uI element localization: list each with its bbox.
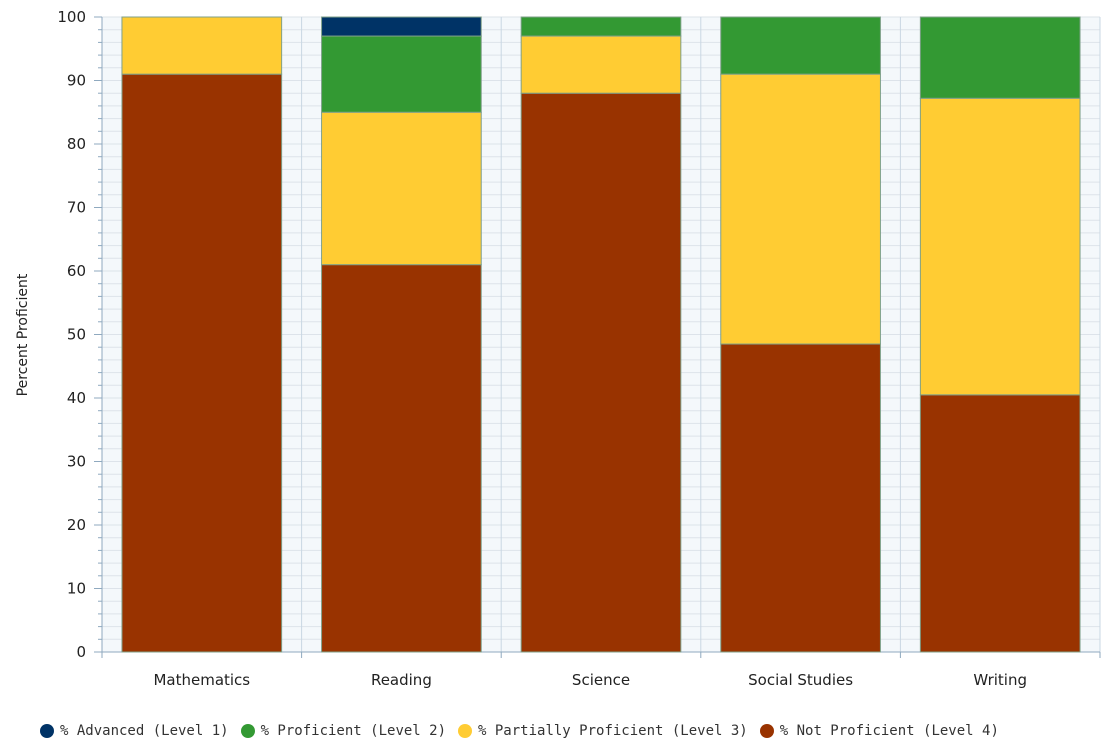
y-tick-label: 50 (67, 326, 86, 344)
bar-segment (720, 73, 881, 345)
y-tick-label: 70 (67, 199, 86, 217)
y-tick-label: 100 (57, 8, 86, 26)
y-tick-label: 0 (76, 643, 86, 661)
legend-label: % Proficient (Level 2) (260, 723, 447, 739)
legend-label: % Advanced (Level 1) (60, 723, 229, 739)
y-tick-label: 20 (67, 516, 86, 534)
x-category-label: Reading (371, 671, 432, 689)
bar-segment (121, 73, 283, 653)
bar-segment (919, 394, 1081, 653)
y-tick-label: 60 (67, 262, 86, 280)
bar-segment (520, 16, 682, 37)
y-tick-label: 90 (67, 72, 86, 90)
bar-segment (121, 16, 283, 75)
legend: % Advanced (Level 1) % Proficient (Level … (40, 720, 1011, 742)
bars (121, 16, 1081, 653)
legend-item: % Partially Proficient (Level 3) (458, 723, 748, 739)
chart-canvas: 0 10 20 30 40 50 60 70 80 90 100 Mathematics Readin… (15, 8, 1101, 689)
y-tick-label: 40 (67, 389, 86, 407)
legend-swatch (240, 724, 255, 738)
legend-swatch (40, 724, 54, 738)
legend-item: % Advanced (Level 1) (40, 723, 229, 739)
bar-segment (720, 343, 881, 653)
x-category-label: Writing (973, 671, 1027, 689)
y-tick-label: 30 (67, 453, 86, 471)
x-category-labels: Mathematics Reading Science Social Studies W… (153, 671, 1027, 689)
bar-segment (321, 16, 482, 37)
x-category-label: Mathematics (153, 671, 250, 689)
y-axis-title: Percent Proficient (15, 273, 31, 396)
bar-segment (321, 111, 482, 266)
legend-item: % Not Proficient (Level 4) (759, 723, 999, 739)
bar-segment (321, 35, 482, 113)
legend-label: % Not Proficient (Level 4) (779, 723, 999, 739)
legend-swatch (759, 724, 774, 738)
y-tick-labels: 0 10 20 30 40 50 60 70 80 90 100 (57, 8, 86, 661)
bar-segment (919, 16, 1081, 99)
y-tick-label: 80 (67, 135, 86, 153)
bar-segment (520, 92, 682, 653)
bar-segment (919, 97, 1081, 396)
legend-item: % Proficient (Level 2) (240, 723, 447, 739)
x-category-label: Science (572, 671, 630, 689)
x-category-label: Social Studies (748, 671, 853, 689)
bar-segment (720, 16, 881, 75)
legend-label: % Partially Proficient (Level 3) (478, 723, 748, 739)
y-tick-label: 10 (67, 580, 86, 598)
bar-segment (321, 264, 482, 653)
bar-segment (520, 35, 682, 94)
legend-swatch (458, 724, 473, 738)
